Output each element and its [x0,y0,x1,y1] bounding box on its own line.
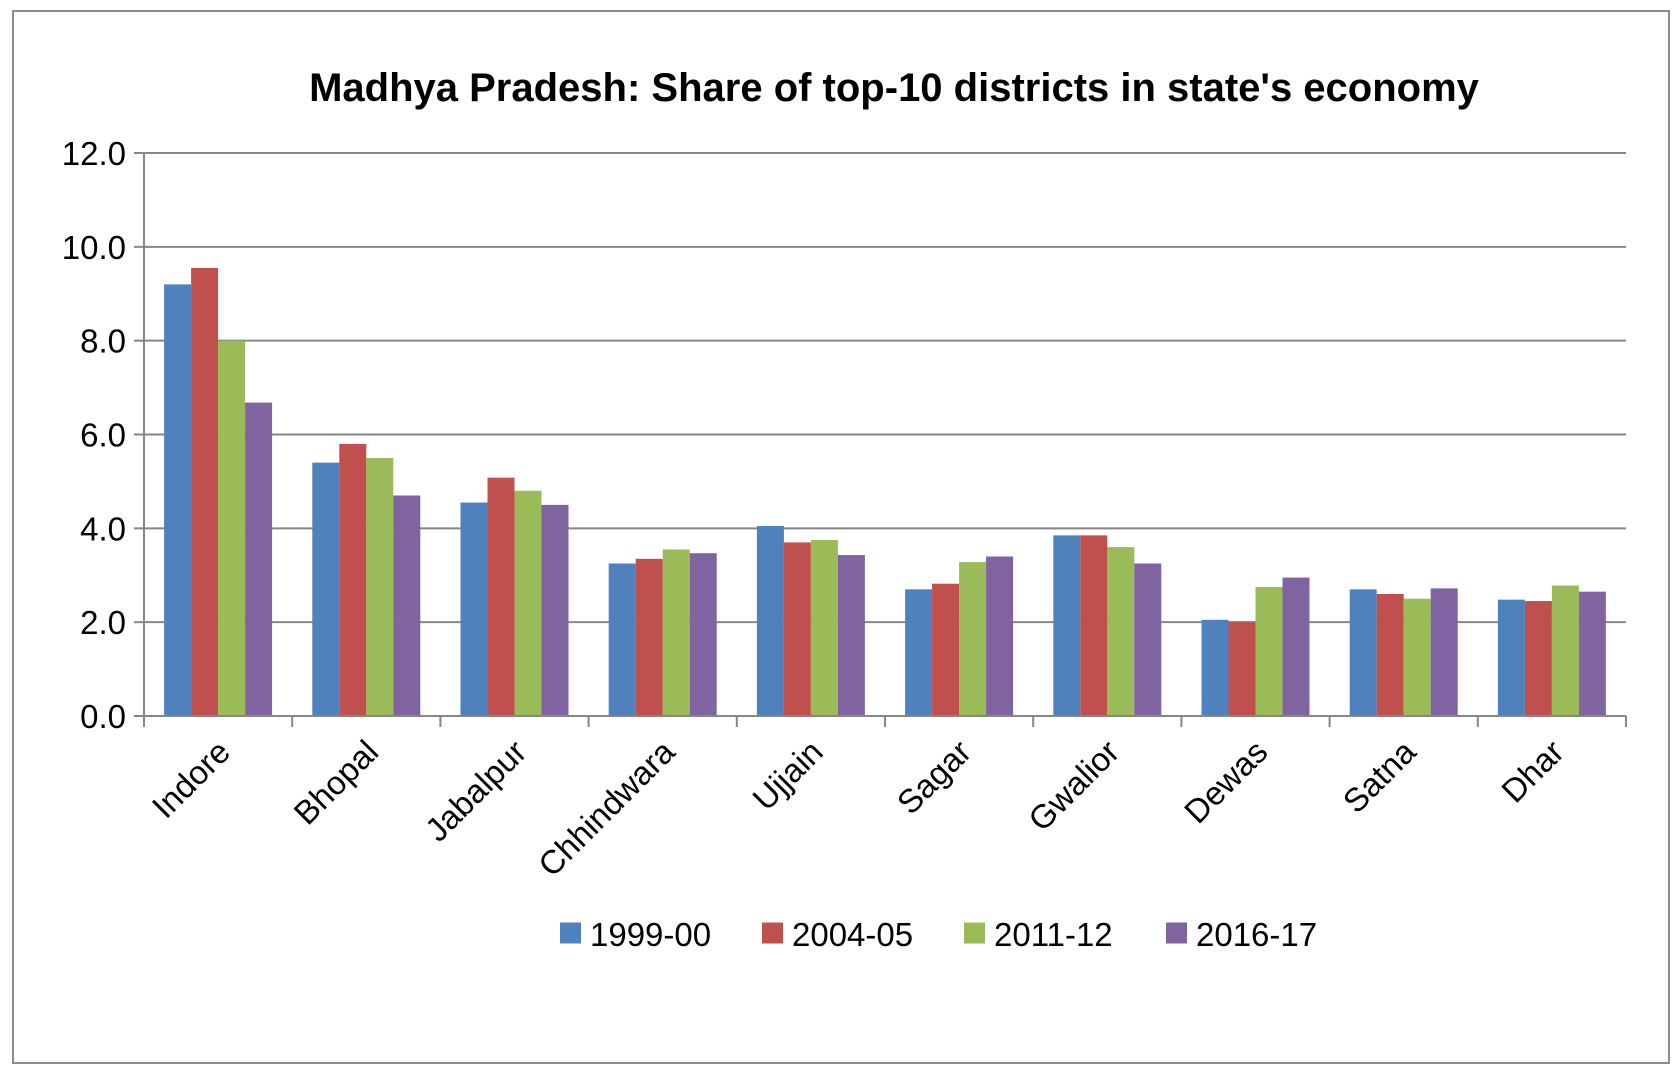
x-tick-label-gwalior: Gwalior [1021,733,1126,838]
x-tick-label-indore: Indore [145,733,237,825]
bar-bhopal-2004-05 [339,443,367,716]
bar-chhindwara-2011-12 [662,549,690,716]
bar-satna-2011-12 [1403,598,1431,716]
bar-chhindwara-2016-17 [689,553,717,716]
bar-ujjain-2004-05 [783,542,811,716]
bar-indore-1999-00 [164,284,192,716]
bar-ujjain-1999-00 [756,525,784,716]
legend: 1999-00 2004-05 2011-12 2016-17 [560,916,1317,953]
x-tick-label-dhar: Dhar [1494,733,1571,810]
bar-gwalior-2011-12 [1107,547,1135,716]
y-tick-label: 10.0 [62,229,126,266]
y-tick-label: 12.0 [62,135,126,172]
bar-sagar-2016-17 [986,556,1014,716]
bar-indore-2004-05 [191,267,219,716]
y-tick-label: 4.0 [80,510,126,547]
legend-swatch-2016-17 [1166,922,1187,944]
bar-ujjain-2016-17 [837,555,865,716]
chart-frame [12,10,1670,1064]
bar-sagar-2011-12 [959,562,987,716]
bar-dewas-2016-17 [1282,577,1310,716]
bar-sagar-1999-00 [905,589,933,716]
bar-bhopal-2011-12 [366,457,394,716]
bar-dhar-2016-17 [1578,591,1606,716]
bar-satna-2016-17 [1430,588,1458,716]
legend-label-2011-12: 2011-12 [994,916,1113,953]
x-tick-label-ujjain: Ujjain [745,733,830,818]
y-tick-label: 8.0 [80,323,126,360]
y-tick-label: 2.0 [80,604,126,641]
y-tick-label: 6.0 [80,417,126,454]
x-tick-label-sagar: Sagar [890,733,978,821]
legend-swatch-2011-12 [964,922,985,944]
bar-chhindwara-1999-00 [608,563,636,716]
bar-jabalpur-2011-12 [514,490,542,716]
x-tick-label-satna: Satna [1335,732,1423,820]
bar-gwalior-1999-00 [1053,535,1081,716]
bar-ujjain-2011-12 [810,540,838,716]
bar-dhar-1999-00 [1497,599,1525,716]
bar-jabalpur-2016-17 [541,504,569,716]
bar-satna-1999-00 [1349,589,1377,716]
bar-jabalpur-2004-05 [487,477,515,716]
x-tick-label-chhindwara: Chhindwara [531,732,682,883]
bar-satna-2004-05 [1376,594,1404,716]
bar-dhar-2011-12 [1551,585,1579,716]
bar-chhindwara-2004-05 [635,558,663,716]
legend-label-2004-05: 2004-05 [792,916,913,953]
bar-sagar-2004-05 [932,583,960,716]
legend-label-1999-00: 1999-00 [590,916,711,953]
chart-title: Madhya Pradesh: Share of top-10 district… [309,66,1480,110]
bar-bhopal-2016-17 [393,495,421,716]
legend-swatch-2004-05 [762,922,783,944]
y-tick-labels: 0.0 2.0 4.0 6.0 8.0 10.0 12.0 [62,135,126,735]
bar-jabalpur-1999-00 [460,502,488,716]
legend-swatch-1999-00 [560,922,581,944]
x-tick-label-bhopal: Bhopal [286,733,385,832]
bar-indore-2016-17 [245,402,273,716]
x-tick-label-jabalpur: Jabalpur [418,733,534,849]
bar-dewas-1999-00 [1201,619,1229,716]
bars [164,267,1606,716]
bar-dhar-2004-05 [1524,601,1552,716]
bar-dewas-2004-05 [1228,622,1256,716]
bar-dewas-2011-12 [1255,586,1283,716]
bar-gwalior-2004-05 [1080,535,1108,716]
bar-gwalior-2016-17 [1134,563,1162,716]
legend-label-2016-17: 2016-17 [1196,916,1317,953]
y-tick-label: 0.0 [80,698,126,735]
axes [134,152,1627,727]
bar-indore-2011-12 [218,340,246,716]
x-tick-label-dewas: Dewas [1177,733,1274,830]
bar-bhopal-1999-00 [312,462,340,716]
